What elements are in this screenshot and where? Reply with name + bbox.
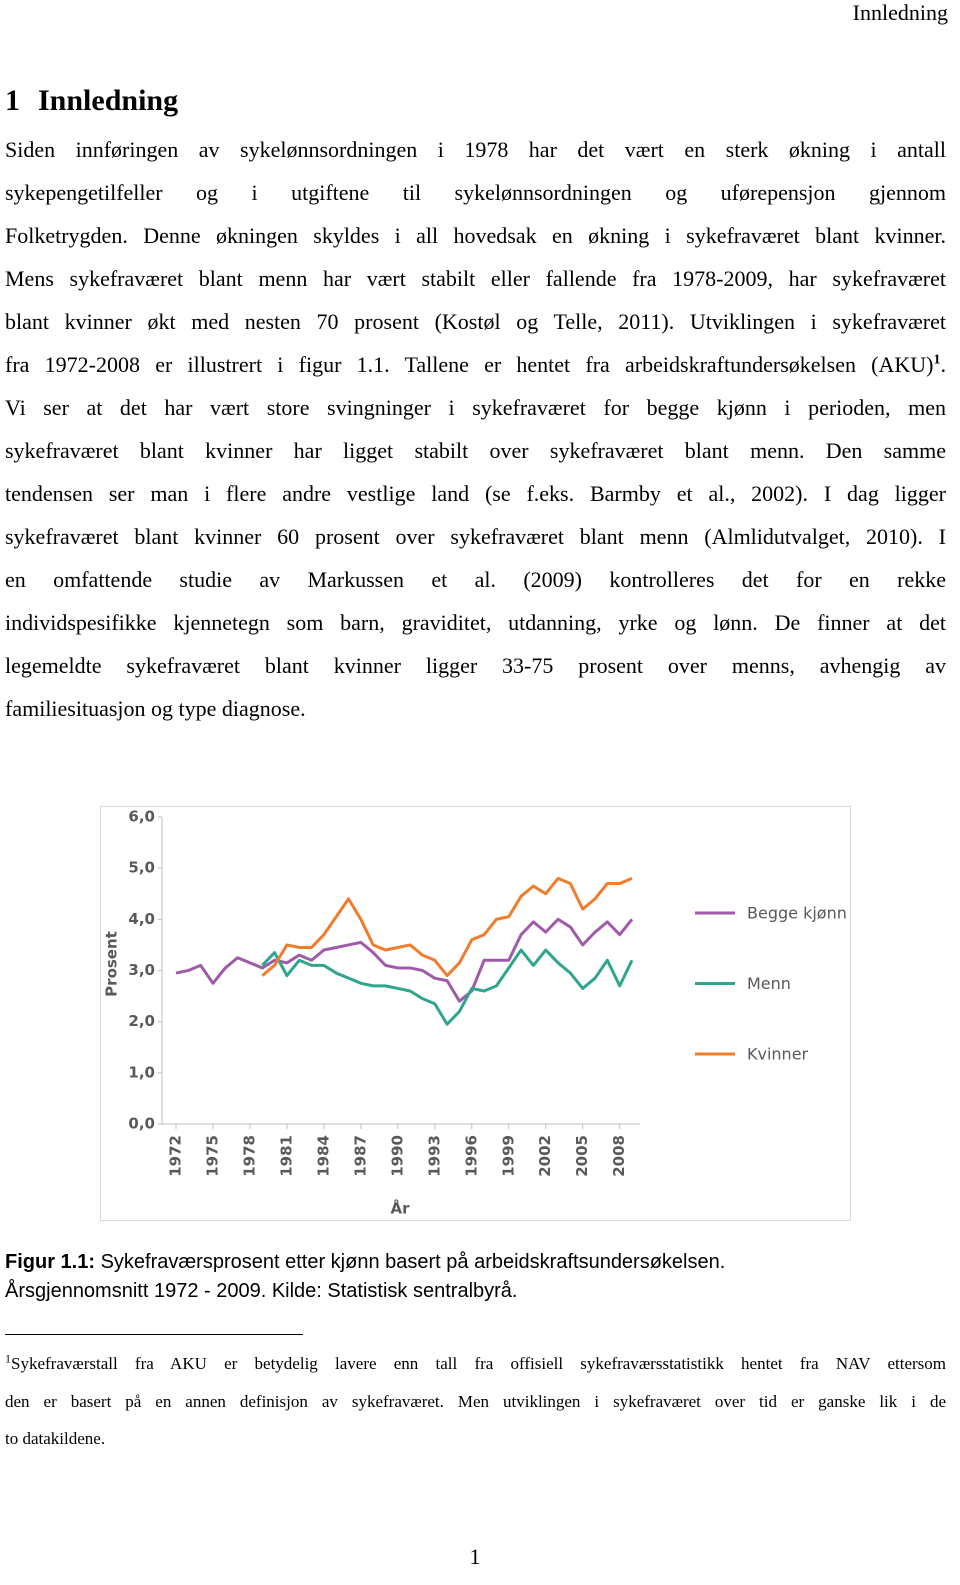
chart: Prosent År 0,0 1,0 2,0 3,0 4,0 5,0 6,0 1972 1975… bbox=[100, 806, 851, 1221]
text-line: sykepengetilfeller og i utgiftene til sy… bbox=[5, 171, 946, 214]
legend-label: Kvinner bbox=[747, 1045, 809, 1064]
y-tick-label: 1,0 bbox=[128, 1063, 155, 1081]
y-tick-label: 6,0 bbox=[128, 808, 155, 826]
text: en omfattende studie av Markussen et al.… bbox=[5, 567, 946, 592]
text: legemeldte sykefraværet blant kvinner li… bbox=[5, 653, 946, 678]
x-tick-label: 1990 bbox=[388, 1135, 406, 1177]
text-line: legemeldte sykefraværet blant kvinner li… bbox=[5, 644, 946, 687]
x-tick-label: 1972 bbox=[167, 1135, 185, 1177]
text: Folketrygden. Denne økningen skyldes i a… bbox=[5, 223, 946, 248]
text: sykefraværet blant kvinner har ligget st… bbox=[5, 438, 946, 463]
x-tick-label: 2002 bbox=[536, 1135, 554, 1177]
footnote-rule bbox=[5, 1334, 303, 1335]
x-tick-label: 1975 bbox=[203, 1135, 221, 1177]
text-line: Siden innføringen av sykelønnsordningen … bbox=[5, 128, 946, 171]
text-line: familiesituasjon og type diagnose. bbox=[5, 687, 946, 730]
heading-number: 1 bbox=[5, 84, 20, 117]
text: tendensen ser man i flere andre vestlige… bbox=[5, 481, 946, 506]
footnote-line: 1Sykefraværstall fra AKU er betydelig la… bbox=[5, 1345, 946, 1383]
x-tick-label: 1996 bbox=[462, 1135, 480, 1177]
text-line: sykefraværet blant kvinner har ligget st… bbox=[5, 429, 946, 472]
text-line: Folketrygden. Denne økningen skyldes i a… bbox=[5, 214, 946, 257]
series-line bbox=[261, 876, 633, 978]
text: Vi ser at det har vært store svingninger… bbox=[5, 395, 946, 420]
punctuation: . bbox=[940, 352, 947, 377]
footnote-line: to datakildene. bbox=[5, 1420, 946, 1458]
text: Siden innføringen av sykelønnsordningen … bbox=[5, 137, 946, 162]
y-tick-label: 5,0 bbox=[128, 859, 155, 877]
heading-title: Innledning bbox=[38, 84, 179, 117]
text-line: fra 1972-2008 er illustrert i figur 1.1.… bbox=[5, 343, 946, 386]
figure-caption-line: Årsgjennomsnitt 1972 - 2009. Kilde: Stat… bbox=[5, 1280, 518, 1302]
x-tick-label: 1993 bbox=[425, 1135, 443, 1177]
y-tick-label: 0,0 bbox=[128, 1115, 155, 1133]
paragraph: Siden innføringen av sykelønnsordningen … bbox=[5, 128, 946, 730]
chart-frame bbox=[100, 806, 851, 1221]
text: Mens sykefraværet blant menn har vært st… bbox=[5, 266, 946, 291]
text: Sykefraværstall fra AKU er betydelig lav… bbox=[11, 1354, 946, 1373]
text: sykepengetilfeller og i utgiftene til sy… bbox=[5, 180, 946, 205]
series-line bbox=[175, 917, 634, 1003]
x-tick-label: 1984 bbox=[314, 1135, 332, 1177]
y-axis-title: Prosent bbox=[103, 931, 121, 997]
section-heading: 1 Innledning bbox=[5, 84, 178, 118]
text: den er basert på en annen definisjon av … bbox=[5, 1391, 946, 1411]
footnote-line: den er basert på en annen definisjon av … bbox=[5, 1383, 946, 1421]
text: fra 1972-2008 er illustrert i figur 1.1.… bbox=[5, 352, 934, 377]
legend-label: Menn bbox=[747, 974, 791, 993]
footnote-ref: 1 bbox=[933, 352, 941, 368]
legend-label: Begge kjønn bbox=[747, 904, 847, 923]
x-tick-label: 2005 bbox=[573, 1135, 591, 1177]
caption-label: Figur 1.1: bbox=[5, 1251, 96, 1273]
text-line: individspesifikke kjennetegn som barn, g… bbox=[5, 601, 946, 644]
x-tick-label: 1999 bbox=[499, 1135, 517, 1177]
x-tick-label: 1978 bbox=[240, 1135, 258, 1177]
x-tick-label: 2008 bbox=[610, 1135, 628, 1177]
figure-caption: Figur 1.1: Sykefraværsprosent etter kjøn… bbox=[5, 1251, 725, 1274]
x-axis-title: År bbox=[390, 1199, 410, 1218]
x-tick-label: 1981 bbox=[277, 1135, 295, 1177]
y-tick-label: 4,0 bbox=[128, 910, 155, 928]
y-tick-label: 3,0 bbox=[128, 961, 155, 979]
text-line: Vi ser at det har vært store svingninger… bbox=[5, 386, 946, 429]
running-header: Innledning bbox=[852, 0, 948, 25]
caption-text: Sykefraværsprosent etter kjønn basert på… bbox=[100, 1251, 726, 1273]
text: sykefraværet blant kvinner 60 prosent ov… bbox=[5, 524, 946, 549]
footnote-mark: 1 bbox=[5, 1351, 11, 1366]
text: blant kvinner økt med nesten 70 prosent … bbox=[5, 309, 946, 334]
x-tick-label: 1987 bbox=[351, 1135, 369, 1177]
text: familiesituasjon og type diagnose. bbox=[5, 696, 306, 721]
text: to datakildene. bbox=[5, 1429, 106, 1448]
text-line: tendensen ser man i flere andre vestlige… bbox=[5, 472, 946, 515]
footnote: 1Sykefraværstall fra AKU er betydelig la… bbox=[5, 1345, 946, 1458]
page-number: 1 bbox=[469, 1544, 481, 1569]
text-line: en omfattende studie av Markussen et al.… bbox=[5, 558, 946, 601]
text-line: blant kvinner økt med nesten 70 prosent … bbox=[5, 300, 946, 343]
text-line: Mens sykefraværet blant menn har vært st… bbox=[5, 257, 946, 300]
text: individspesifikke kjennetegn som barn, g… bbox=[5, 610, 946, 635]
text-line: sykefraværet blant kvinner 60 prosent ov… bbox=[5, 515, 946, 558]
y-tick-label: 2,0 bbox=[128, 1012, 155, 1030]
series-line bbox=[261, 948, 634, 1026]
